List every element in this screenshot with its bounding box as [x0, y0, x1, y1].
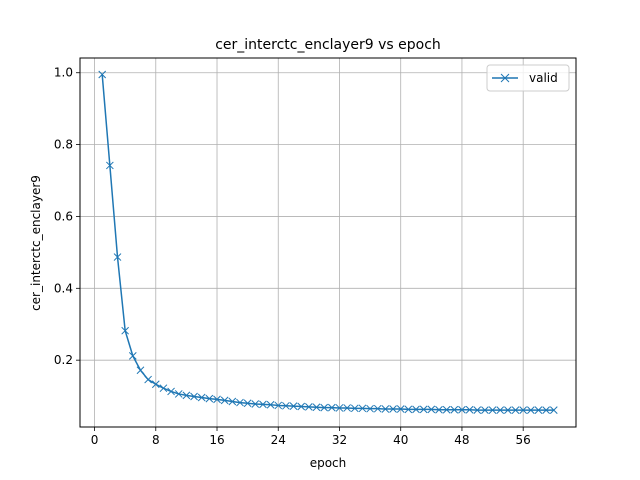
data-point [113, 253, 122, 261]
data-point [481, 406, 489, 414]
data-point [289, 402, 298, 411]
series-line-valid [101, 74, 554, 411]
x-tick-label: 48 [454, 433, 469, 447]
x-tick-label: 8 [152, 433, 160, 447]
data-point [519, 406, 528, 414]
data-point [450, 405, 459, 414]
data-point [151, 380, 160, 389]
data-point [251, 400, 260, 408]
data-point [373, 404, 382, 413]
data-point [312, 403, 321, 412]
data-point [259, 400, 267, 409]
x-tick-label: 24 [271, 433, 286, 447]
data-point [228, 397, 237, 406]
data-point [504, 406, 512, 414]
chart-title: cer_interctc_enclayer9 vs epoch [215, 37, 441, 53]
data-point [366, 404, 374, 413]
y-tick-label: 0.8 [54, 138, 73, 152]
data-point [167, 387, 175, 396]
data-point [511, 406, 520, 414]
data-point [327, 403, 336, 412]
data-point [350, 404, 359, 413]
data-point [412, 405, 420, 414]
data-point [343, 404, 351, 412]
data-point [128, 352, 137, 360]
data-point [488, 406, 497, 414]
y-tick-label: 0.6 [54, 209, 73, 223]
y-tick-label: 1.0 [54, 66, 73, 80]
data-point [442, 405, 451, 414]
data-point [305, 403, 313, 411]
data-point [534, 406, 543, 414]
x-axis: 0 8 16 24 32 40 48 56 [91, 427, 531, 447]
data-point [274, 401, 283, 410]
y-tick-label: 0.4 [54, 281, 73, 295]
data-point [243, 399, 252, 408]
data-point [320, 403, 329, 412]
x-tick-label: 40 [393, 433, 408, 447]
y-tick-label: 0.2 [54, 353, 73, 367]
data-point [297, 402, 306, 411]
data-point [358, 404, 367, 413]
plot-area [80, 58, 576, 427]
data-point [159, 384, 168, 393]
data-point [213, 395, 221, 404]
legend-label-valid: valid [529, 71, 558, 85]
x-tick-label: 16 [209, 433, 224, 447]
data-point [381, 405, 390, 413]
data-point [473, 406, 482, 414]
data-point [549, 406, 558, 414]
data-point [220, 396, 229, 405]
x-tick-label: 0 [91, 433, 99, 447]
data-point [404, 405, 413, 414]
x-tick-label: 56 [516, 433, 531, 447]
grid-lines [80, 58, 576, 427]
data-point [496, 406, 505, 414]
data-point [526, 406, 535, 414]
plot-frame [79, 57, 577, 428]
data-point [174, 390, 183, 398]
data-point [136, 366, 145, 375]
y-axis: 0.2 0.4 0.6 0.8 1.0 [54, 66, 80, 367]
data-point [335, 404, 344, 412]
data-point [266, 400, 275, 409]
data-point [465, 405, 474, 414]
data-point [190, 392, 198, 401]
data-point [389, 405, 397, 413]
legend-marker-icon [500, 73, 510, 83]
legend: valid [486, 64, 570, 92]
data-point [435, 405, 443, 414]
data-point [182, 391, 191, 400]
data-point [98, 70, 107, 79]
data-point [542, 406, 551, 414]
x-axis-label: epoch [310, 456, 347, 470]
data-point [396, 405, 405, 413]
series-layer [98, 70, 558, 414]
data-point [282, 401, 290, 410]
y-axis-label: cer_interctc_enclayer9 [29, 175, 43, 311]
data-point [205, 394, 214, 403]
data-point [236, 398, 244, 407]
data-point [197, 393, 206, 402]
data-point [121, 326, 130, 335]
x-tick-label: 32 [332, 433, 347, 447]
legend-box [486, 64, 570, 92]
data-point [458, 405, 466, 414]
data-point [419, 405, 428, 414]
data-point [144, 375, 152, 384]
data-point [105, 161, 114, 170]
data-point [427, 405, 436, 414]
